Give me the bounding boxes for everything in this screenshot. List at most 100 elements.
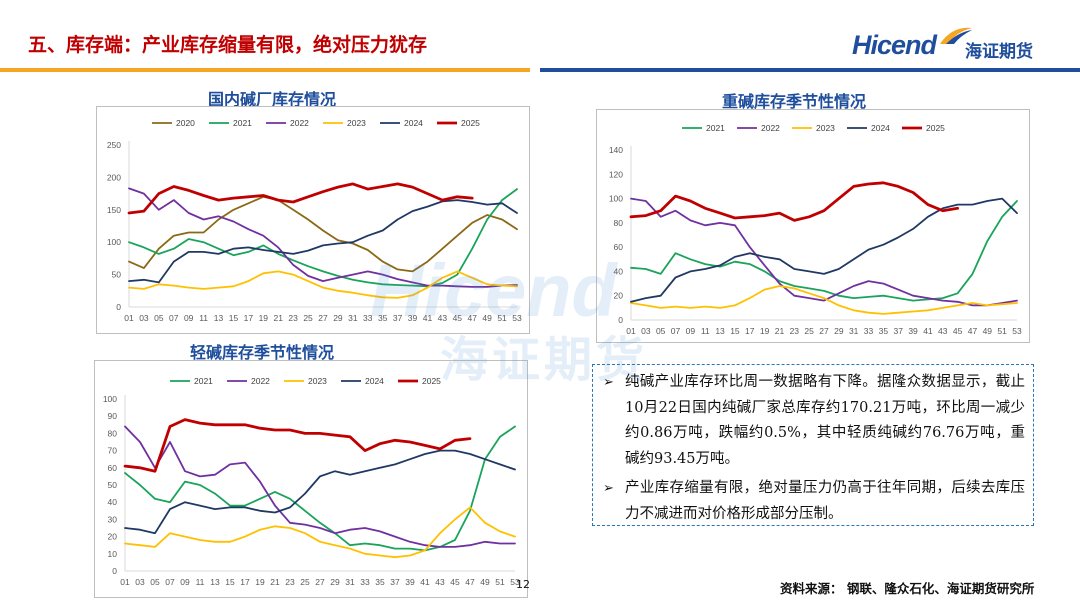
y-tick-label: 200 xyxy=(107,172,121,182)
x-tick-label: 03 xyxy=(641,326,651,336)
legend-label: 2023 xyxy=(308,376,327,386)
series-line-2020 xyxy=(128,195,518,273)
x-tick-label: 11 xyxy=(196,577,205,587)
legend-label: 2021 xyxy=(194,376,213,386)
x-tick-label: 43 xyxy=(435,577,445,587)
y-tick-label: 150 xyxy=(107,205,121,215)
x-tick-label: 13 xyxy=(214,313,224,323)
y-tick-label: 120 xyxy=(609,169,623,179)
legend-label: 2024 xyxy=(365,376,384,386)
source-note: 资料来源： 钢联、隆众石化、海证期货研究所 xyxy=(780,581,1035,596)
legend-label: 2023 xyxy=(347,118,366,128)
series-line-2022 xyxy=(630,197,1018,307)
x-tick-label: 39 xyxy=(908,326,918,336)
x-tick-label: 39 xyxy=(408,313,418,323)
series-line-2021 xyxy=(124,425,516,552)
y-tick-label: 60 xyxy=(108,463,118,473)
y-tick-label: 50 xyxy=(108,480,118,490)
x-tick-label: 47 xyxy=(968,326,978,336)
legend-label: 2024 xyxy=(404,118,423,128)
x-tick-label: 05 xyxy=(154,313,164,323)
header-band-blue xyxy=(540,68,1080,72)
y-tick-label: 20 xyxy=(108,532,118,542)
chart-domestic: 0 50 100 150 200 250 01 03 05 07 09 11 13 15 17 19 21 23 2… xyxy=(96,106,530,334)
x-tick-label: 47 xyxy=(465,577,475,587)
series-line-2022 xyxy=(128,187,518,288)
x-tick-label: 03 xyxy=(139,313,149,323)
legend-label: 2022 xyxy=(251,376,270,386)
series-line-2024 xyxy=(128,199,518,284)
y-tick-label: 40 xyxy=(108,497,118,507)
x-tick-label: 49 xyxy=(983,326,993,336)
x-tick-label: 41 xyxy=(423,313,433,323)
x-tick-label: 07 xyxy=(165,577,175,587)
x-tick-label: 01 xyxy=(626,326,636,336)
legend-label: 2021 xyxy=(706,123,725,133)
y-tick-label: 250 xyxy=(107,140,121,150)
x-tick-label: 43 xyxy=(938,326,948,336)
series-line-2025 xyxy=(629,181,959,222)
legend-label: 2020 xyxy=(176,118,195,128)
x-tick-label: 23 xyxy=(790,326,800,336)
x-tick-label: 09 xyxy=(686,326,696,336)
x-tick-label: 33 xyxy=(360,577,370,587)
y-tick-label: 80 xyxy=(614,218,624,228)
analysis-bullet: ➢ 产业库存缩量有限，绝对量压力仍高于往年同期，后续去库压力不减进而对价格形成部… xyxy=(603,476,1025,527)
series-line-2025 xyxy=(123,418,472,473)
chart-title-domestic: 国内碱厂库存情况 xyxy=(208,90,337,109)
x-tick-label: 01 xyxy=(120,577,130,587)
x-tick-label: 15 xyxy=(229,313,239,323)
y-tick-label: 80 xyxy=(108,428,118,438)
series-line-2021 xyxy=(630,200,1018,302)
y-tick-label: 90 xyxy=(108,411,118,421)
x-tick-label: 07 xyxy=(169,313,179,323)
x-tick-label: 25 xyxy=(804,326,814,336)
x-tick-label: 51 xyxy=(497,313,507,323)
x-tick-label: 05 xyxy=(656,326,666,336)
x-tick-label: 45 xyxy=(453,313,463,323)
x-tick-label: 27 xyxy=(318,313,328,323)
x-tick-label: 31 xyxy=(345,577,355,587)
legend-label: 2024 xyxy=(871,123,890,133)
x-tick-label: 19 xyxy=(255,577,265,587)
x-tick-label: 27 xyxy=(819,326,829,336)
x-tick-label: 33 xyxy=(363,313,373,323)
series-line-2023 xyxy=(630,285,1018,315)
logo-text-en: Hicend xyxy=(852,30,937,60)
series-line-2023 xyxy=(128,270,518,299)
x-tick-label: 41 xyxy=(420,577,430,587)
chart-title-light: 轻碱库存季节性情况 xyxy=(190,343,335,362)
x-tick-label: 29 xyxy=(330,577,340,587)
y-tick-label: 0 xyxy=(116,302,121,312)
x-tick-label: 29 xyxy=(834,326,844,336)
y-tick-label: 30 xyxy=(108,514,118,524)
chart-title-heavy: 重碱库存季节性情况 xyxy=(722,92,867,111)
y-tick-label: 10 xyxy=(108,549,118,559)
header-band-light xyxy=(530,68,540,72)
x-tick-label: 51 xyxy=(495,577,505,587)
series-line-2024 xyxy=(124,449,516,535)
page-number: 12 xyxy=(516,578,530,591)
x-tick-label: 27 xyxy=(315,577,325,587)
x-tick-label: 11 xyxy=(199,313,208,323)
x-tick-label: 37 xyxy=(893,326,903,336)
x-tick-label: 35 xyxy=(378,313,388,323)
watermark-cn: 海证期货 xyxy=(440,332,649,388)
chart-domestic-svg: 0 50 100 150 200 250 01 03 05 07 09 11 13 15 17 19 21 23 2… xyxy=(107,118,522,323)
x-tick-label: 23 xyxy=(285,577,295,587)
legend-label: 2023 xyxy=(816,123,835,133)
x-tick-label: 39 xyxy=(405,577,415,587)
logo-swoosh-icon xyxy=(940,27,972,44)
legend-label: 2021 xyxy=(233,118,252,128)
logo-text-cn: 海证期货 xyxy=(965,42,1033,62)
y-tick-label: 70 xyxy=(108,446,118,456)
x-tick-label: 23 xyxy=(288,313,298,323)
watermark: Hicend 海证期货 xyxy=(370,248,644,388)
watermark-en: Hicend xyxy=(370,249,617,332)
x-tick-label: 31 xyxy=(348,313,358,323)
series-line-2025 xyxy=(127,182,474,215)
x-tick-label: 09 xyxy=(184,313,194,323)
y-tick-label: 100 xyxy=(609,194,623,204)
x-tick-label: 53 xyxy=(1012,326,1022,336)
analysis-bullet: ➢ 纯碱产业库存环比周一数据略有下降。据隆众数据显示，截止10月22日国内纯碱厂… xyxy=(603,370,1025,472)
